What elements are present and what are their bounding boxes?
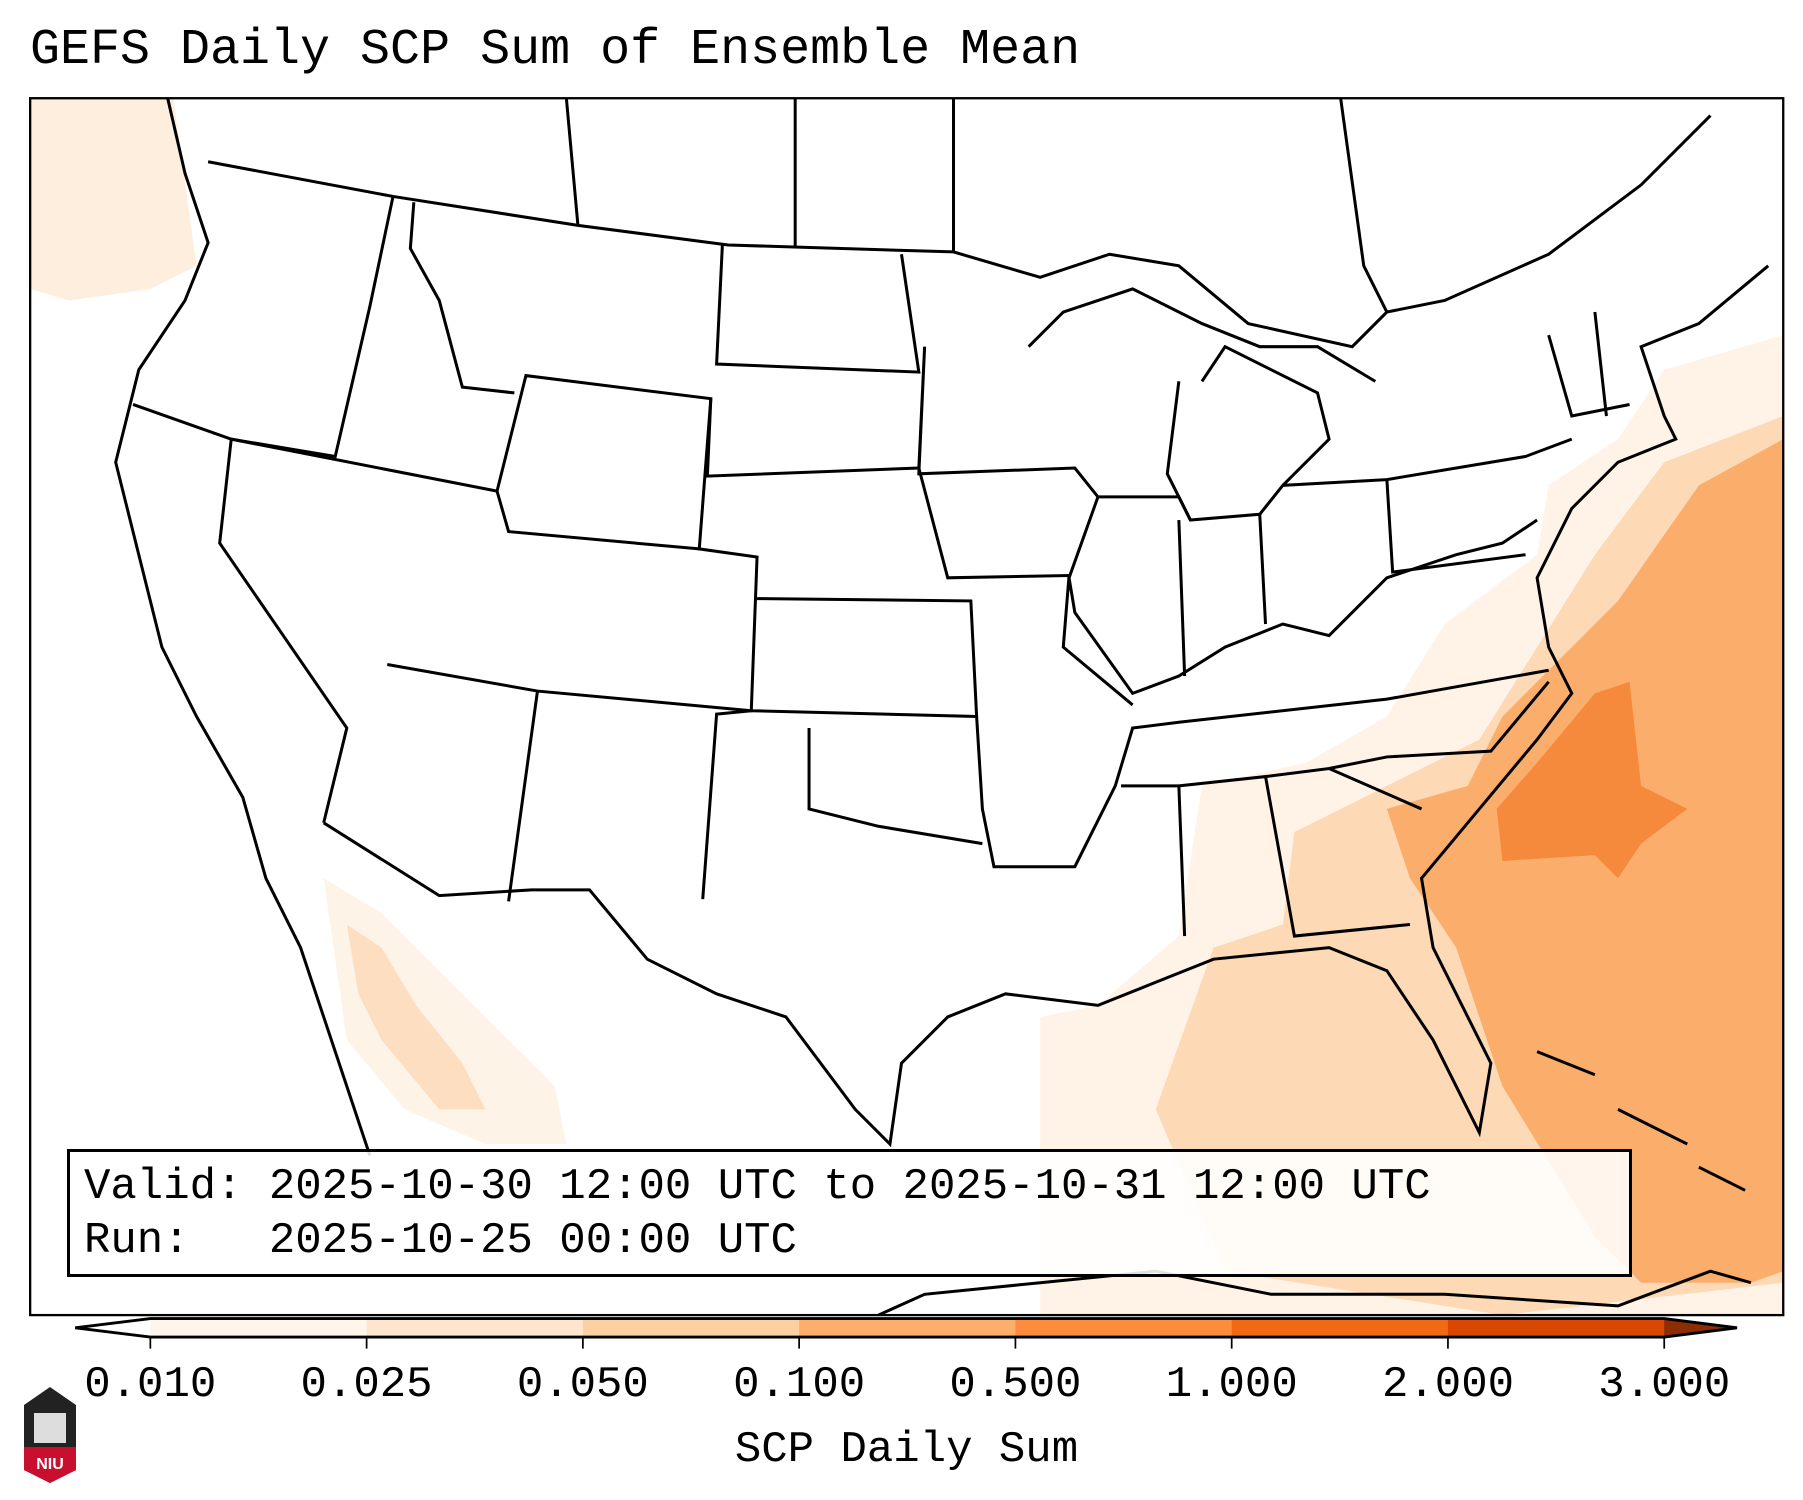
valid-line: Valid: 2025-10-30 12:00 UTC to 2025-10-3…: [84, 1160, 1615, 1214]
colorbar-tick-label: 0.050: [516, 1360, 649, 1410]
colorbar-tick-label: 3.000: [1598, 1360, 1731, 1410]
colorbar-bin: [1447, 1318, 1665, 1338]
run-line: Run: 2025-10-25 00:00 UTC: [84, 1214, 1615, 1268]
colorbar-bin: [1231, 1318, 1449, 1338]
valid-value: 2025-10-30 12:00 UTC to 2025-10-31 12:00…: [268, 1162, 1431, 1212]
colorbar-tick-label: 0.100: [733, 1360, 866, 1410]
colorbar-over-extension: [1664, 1318, 1738, 1338]
map-frame: [29, 97, 1785, 1317]
colorbar-tick-label: 2.000: [1381, 1360, 1515, 1410]
colorbar-bin: [1015, 1318, 1233, 1338]
boundaries: [114, 98, 1770, 1316]
run-label: Run:: [84, 1216, 190, 1266]
valid-label: Valid:: [84, 1162, 243, 1212]
colorbar-tick-label: 1.000: [1165, 1360, 1298, 1410]
colorbar: [75, 1317, 1738, 1349]
colorbar-label: SCP Daily Sum: [734, 1425, 1079, 1475]
colorbar-bin: [799, 1318, 1016, 1338]
niu-logo: NIU: [24, 1387, 76, 1483]
colorbar-bin: [366, 1318, 584, 1338]
run-value: 2025-10-25 00:00 UTC: [268, 1216, 797, 1266]
colorbar-tick-label: 0.500: [949, 1360, 1082, 1410]
logo-text: NIU: [36, 1456, 64, 1473]
info-box: Valid: 2025-10-30 12:00 UTC to 2025-10-3…: [67, 1149, 1632, 1277]
scp-shading: [30, 98, 1784, 1316]
colorbar-tick-label: 0.010: [84, 1360, 217, 1410]
map-title: GEFS Daily SCP Sum of Ensemble Mean: [30, 22, 1081, 79]
colorbar-under-extension: [75, 1318, 151, 1338]
colorbar-bin: [150, 1318, 368, 1338]
colorbar-bin: [582, 1318, 800, 1338]
colorbar-tick-label: 0.025: [300, 1360, 433, 1410]
